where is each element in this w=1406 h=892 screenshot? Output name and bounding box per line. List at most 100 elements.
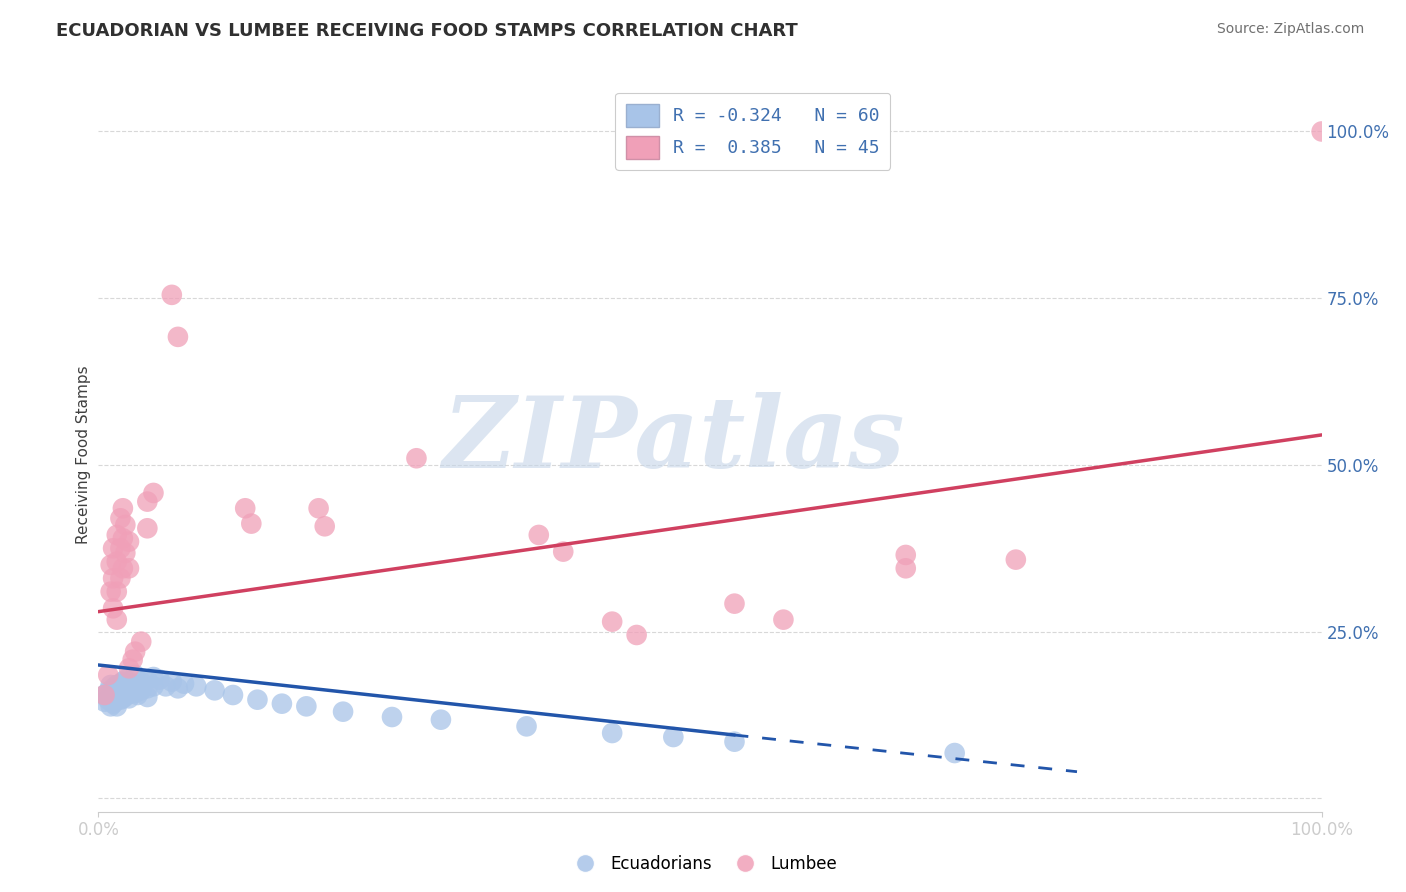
Point	[240, 516, 263, 531]
Point	[129, 683, 152, 698]
Point	[136, 673, 159, 687]
Point	[100, 584, 122, 599]
Point	[114, 681, 136, 696]
Point	[111, 691, 134, 706]
Point	[142, 679, 165, 693]
Point	[894, 561, 917, 575]
Point	[527, 528, 550, 542]
Point	[121, 653, 143, 667]
Point	[662, 730, 685, 744]
Point	[114, 673, 136, 687]
Point	[111, 531, 134, 545]
Point	[111, 674, 134, 689]
Point	[772, 613, 794, 627]
Point	[100, 699, 122, 714]
Point	[600, 726, 623, 740]
Text: ZIPatlas: ZIPatlas	[441, 392, 904, 489]
Point	[1310, 124, 1333, 138]
Point	[110, 684, 132, 698]
Point	[222, 688, 245, 702]
Point	[100, 678, 122, 692]
Point	[124, 668, 146, 682]
Point	[100, 558, 122, 572]
Point	[105, 692, 128, 706]
Point	[105, 678, 128, 692]
Point	[118, 683, 141, 698]
Point	[118, 691, 141, 706]
Point	[110, 511, 132, 525]
Point	[101, 697, 124, 711]
Point	[118, 561, 141, 575]
Point	[129, 674, 152, 689]
Text: Source: ZipAtlas.com: Source: ZipAtlas.com	[1216, 22, 1364, 37]
Point	[186, 679, 208, 693]
Point	[124, 678, 146, 692]
Point	[110, 541, 132, 556]
Point	[100, 692, 122, 706]
Point	[204, 683, 226, 698]
Point	[943, 746, 966, 760]
Point	[114, 546, 136, 560]
Point	[894, 548, 917, 562]
Point	[97, 684, 120, 698]
Point	[110, 676, 132, 690]
Point	[127, 679, 149, 693]
Point	[105, 584, 128, 599]
Point	[93, 688, 115, 702]
Point	[105, 528, 128, 542]
Point	[136, 681, 159, 696]
Point	[105, 613, 128, 627]
Point	[723, 734, 745, 748]
Point	[233, 501, 256, 516]
Point	[97, 668, 120, 682]
Point	[93, 688, 115, 702]
Y-axis label: Receiving Food Stamps: Receiving Food Stamps	[76, 366, 91, 544]
Point	[111, 561, 134, 575]
Point	[405, 451, 427, 466]
Point	[97, 692, 120, 706]
Text: ECUADORIAN VS LUMBEE RECEIVING FOOD STAMPS CORRELATION CHART: ECUADORIAN VS LUMBEE RECEIVING FOOD STAM…	[56, 22, 799, 40]
Point	[118, 674, 141, 689]
Point	[100, 686, 122, 700]
Point	[110, 571, 132, 585]
Point	[246, 692, 269, 706]
Point	[101, 541, 124, 556]
Point	[553, 544, 575, 558]
Point	[114, 518, 136, 533]
Point	[118, 534, 141, 549]
Point	[105, 699, 128, 714]
Point	[136, 494, 159, 508]
Point	[308, 501, 330, 516]
Legend: R = -0.324   N = 60, R =  0.385   N = 45: R = -0.324 N = 60, R = 0.385 N = 45	[616, 93, 890, 170]
Point	[173, 676, 195, 690]
Point	[136, 521, 159, 535]
Point	[105, 555, 128, 569]
Point	[111, 501, 134, 516]
Legend: Ecuadorians, Lumbee: Ecuadorians, Lumbee	[562, 848, 844, 880]
Point	[155, 679, 177, 693]
Point	[626, 628, 648, 642]
Point	[124, 686, 146, 700]
Point	[142, 486, 165, 500]
Point	[93, 695, 115, 709]
Point	[101, 690, 124, 704]
Point	[314, 519, 336, 533]
Point	[430, 713, 453, 727]
Point	[381, 710, 404, 724]
Point	[118, 661, 141, 675]
Point	[114, 690, 136, 704]
Point	[515, 719, 537, 733]
Point	[105, 686, 128, 700]
Point	[1004, 552, 1026, 566]
Point	[332, 705, 354, 719]
Point	[142, 670, 165, 684]
Point	[160, 288, 183, 302]
Point	[270, 697, 294, 711]
Point	[723, 597, 745, 611]
Point	[149, 673, 172, 687]
Point	[111, 683, 134, 698]
Point	[129, 634, 152, 648]
Point	[167, 330, 190, 344]
Point	[121, 676, 143, 690]
Point	[295, 699, 318, 714]
